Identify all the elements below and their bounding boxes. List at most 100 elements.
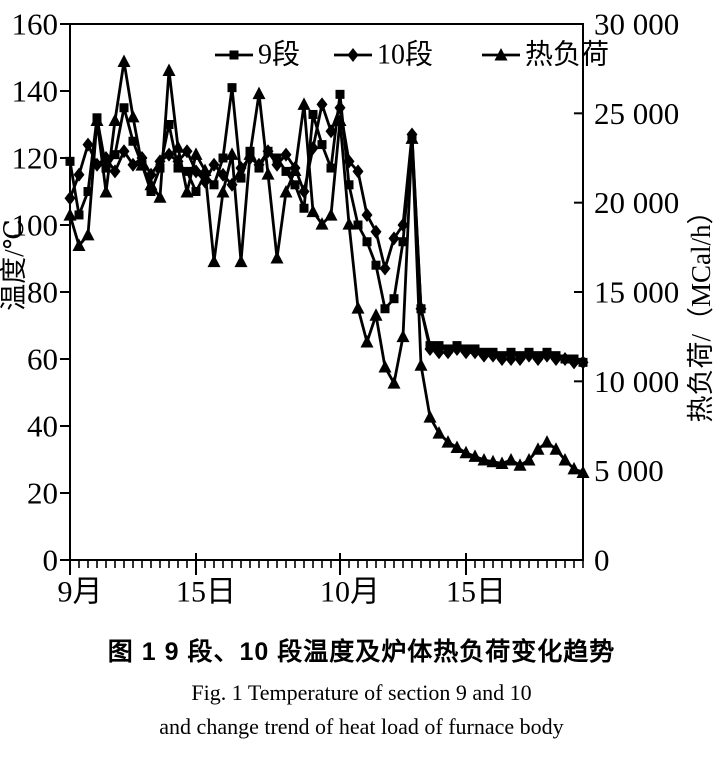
marker-diamond	[388, 231, 400, 246]
marker-triangle	[486, 454, 500, 468]
dual-axis-line-chart: 160 140 120 100 80 60 40 20 0 30 000 25 000 20 000 1…	[0, 7, 716, 609]
marker-diamond	[397, 218, 409, 232]
right-tick-label: 5 000	[594, 453, 664, 488]
marker-triangle	[567, 461, 581, 475]
marker-triangle	[225, 147, 239, 160]
marker-triangle	[441, 435, 455, 448]
marker-triangle	[243, 147, 257, 160]
marker-square	[164, 120, 174, 129]
left-tick-label: 120	[12, 141, 59, 176]
marker-triangle	[144, 177, 158, 191]
marker-triangle	[423, 410, 437, 423]
marker-square	[398, 237, 408, 247]
left-tick-label: 60	[27, 342, 58, 377]
marker-square	[380, 304, 390, 314]
marker-diamond	[550, 352, 562, 366]
marker-square	[83, 187, 93, 196]
marker-diamond	[559, 352, 571, 366]
marker-diamond	[523, 348, 535, 363]
marker-diamond	[361, 207, 373, 222]
marker-diamond	[568, 355, 580, 370]
marker-square	[344, 180, 354, 190]
marker-diamond	[577, 355, 589, 370]
marker-triangle	[432, 426, 446, 439]
marker-diamond	[343, 154, 355, 169]
marker-triangle	[198, 163, 212, 177]
marker-triangle	[396, 329, 410, 343]
marker-triangle	[288, 163, 302, 177]
marker-diamond	[478, 348, 490, 363]
marker-triangle	[315, 217, 329, 230]
marker-diamond	[496, 352, 508, 366]
marker-square	[299, 203, 309, 213]
right-tick-label: 15 000	[594, 275, 679, 310]
marker-square	[353, 220, 363, 230]
marker-triangle	[207, 254, 221, 268]
marker-diamond	[325, 124, 337, 139]
left-tick-label: 40	[27, 409, 58, 444]
marker-triangle	[324, 208, 338, 221]
marker-triangle	[504, 452, 518, 466]
series-line-square	[68, 86, 584, 364]
marker-diamond	[505, 352, 517, 366]
marker-diamond	[424, 341, 436, 356]
figure-captions: 图 1 9 段、10 段温度及炉体热负荷变化趋势 Fig. 1 Temperat…	[0, 632, 723, 740]
legend-label: 9段	[258, 39, 300, 71]
marker-diamond	[451, 341, 463, 356]
left-tick-label: 140	[12, 74, 59, 109]
marker-diamond	[235, 161, 247, 176]
marker-diamond	[487, 348, 499, 363]
marker-triangle	[108, 113, 122, 126]
marker-diamond	[208, 157, 220, 172]
marker-square	[229, 50, 239, 60]
marker-square	[281, 166, 291, 176]
right-tick-label: 25 000	[594, 96, 679, 131]
marker-diamond	[64, 191, 76, 206]
x-tick-label: 15日	[446, 576, 506, 609]
marker-square	[308, 109, 318, 119]
marker-triangle	[522, 452, 536, 466]
marker-triangle	[306, 204, 320, 218]
marker-triangle	[549, 442, 563, 455]
marker-triangle	[459, 445, 473, 459]
left-tick-label: 20	[27, 476, 58, 511]
marker-square	[371, 260, 381, 270]
marker-square	[191, 187, 201, 196]
marker-triangle	[189, 147, 203, 160]
marker-triangle	[495, 456, 509, 470]
marker-diamond	[181, 144, 193, 159]
x-tick-label: 9月	[58, 576, 103, 609]
marker-square	[290, 180, 300, 190]
marker-square	[119, 103, 129, 113]
marker-triangle	[558, 452, 572, 466]
marker-triangle	[342, 217, 356, 230]
legend-label: 10段	[377, 39, 433, 71]
marker-square	[218, 153, 228, 163]
marker-square	[326, 163, 336, 173]
marker-triangle	[117, 54, 131, 68]
marker-triangle	[414, 358, 428, 371]
marker-diamond	[352, 164, 364, 179]
marker-triangle	[72, 238, 86, 252]
marker-square	[101, 163, 111, 173]
marker-triangle	[234, 254, 248, 268]
marker-diamond	[271, 157, 283, 172]
marker-triangle	[126, 109, 140, 123]
caption-english-line2: and change trend of heat load of furnace…	[159, 714, 564, 739]
marker-diamond	[253, 157, 265, 172]
marker-diamond	[415, 301, 427, 316]
right-tick-label: 20 000	[594, 185, 679, 220]
marker-diamond	[334, 100, 346, 115]
marker-square	[128, 136, 138, 146]
marker-diamond	[433, 345, 445, 360]
marker-diamond	[460, 345, 472, 360]
marker-triangle	[576, 465, 590, 478]
marker-square	[317, 140, 327, 150]
marker-triangle	[494, 48, 508, 61]
marker-diamond	[370, 224, 382, 239]
right-tick-label: 0	[594, 543, 610, 578]
left-tick-label: 0	[43, 543, 59, 578]
marker-triangle	[531, 442, 545, 455]
marker-square	[209, 180, 219, 190]
